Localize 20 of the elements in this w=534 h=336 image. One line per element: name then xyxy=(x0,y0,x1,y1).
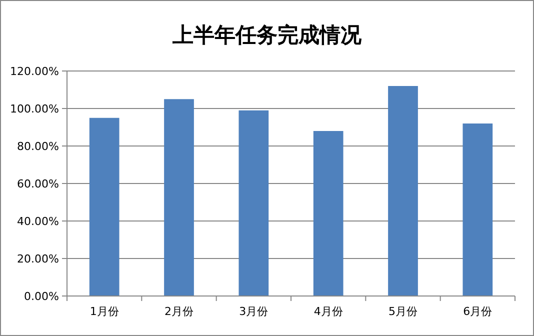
bar xyxy=(238,110,269,296)
x-tick-label: 5月份 xyxy=(388,305,418,318)
bar xyxy=(89,118,120,296)
chart-title: 上半年任务完成情况 xyxy=(172,23,362,47)
bar xyxy=(313,131,344,296)
y-tick-label: 100.00% xyxy=(10,102,59,116)
x-tick-label: 3月份 xyxy=(239,305,268,318)
x-tick-label: 6月份 xyxy=(463,305,492,318)
y-tick-label: 0.00% xyxy=(24,290,59,303)
x-tick-label: 1月份 xyxy=(90,305,119,318)
bar xyxy=(164,99,194,296)
y-tick-label: 80.00% xyxy=(17,140,59,153)
bar xyxy=(462,124,493,296)
y-tick-label: 120.00% xyxy=(10,64,59,78)
bar xyxy=(388,86,418,296)
y-tick-label: 40.00% xyxy=(17,214,59,228)
x-tick-label: 2月份 xyxy=(164,305,194,318)
x-tick-label: 4月份 xyxy=(314,305,343,318)
y-tick-label: 20.00% xyxy=(17,252,59,266)
y-tick-label: 60.00% xyxy=(17,177,59,190)
